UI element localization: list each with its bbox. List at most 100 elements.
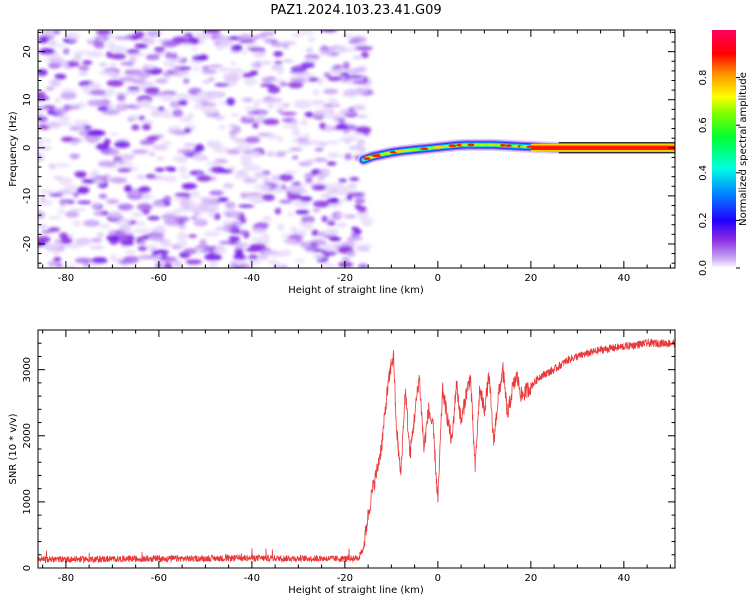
noise-blob (314, 147, 324, 152)
noise-blob (348, 68, 361, 75)
noise-blob (137, 81, 156, 86)
noise-blob (98, 62, 108, 67)
noise-blob (305, 221, 313, 229)
noise-blob (166, 167, 177, 172)
noise-blob (145, 244, 159, 249)
noise-blob (289, 147, 303, 152)
noise-blob (201, 207, 219, 212)
noise-blob (81, 85, 90, 92)
noise-blob (129, 69, 145, 73)
noise-blob (136, 71, 151, 79)
noise-blob (312, 208, 321, 213)
noise-blob (252, 199, 262, 204)
noise-blob (302, 133, 311, 139)
noise-blob (282, 43, 290, 49)
noise-blob (222, 182, 235, 189)
noise-blob (55, 263, 63, 268)
noise-blob (195, 247, 204, 252)
noise-blob (265, 134, 280, 140)
noise-blob (318, 231, 326, 237)
noise-blob (39, 195, 46, 202)
noise-blob (326, 161, 337, 166)
noise-blob (292, 155, 299, 160)
noise-blob (208, 190, 224, 196)
noise-blob (54, 73, 67, 80)
noise-blob (286, 185, 305, 192)
noise-blob (338, 261, 354, 268)
noise-blob (65, 104, 81, 110)
noise-blob (230, 44, 243, 52)
noise-blob (205, 161, 222, 166)
noise-blob (207, 210, 216, 218)
noise-blob (346, 195, 353, 201)
noise-blob (215, 35, 230, 44)
spectrogram-y-label: Frequency (Hz) (8, 111, 19, 187)
noise-blob (177, 148, 195, 154)
noise-blob (110, 61, 117, 70)
noise-blob (163, 262, 173, 268)
noise-blob (180, 201, 194, 206)
noise-blob (64, 184, 78, 191)
noise-blob (38, 91, 46, 97)
noise-blob (253, 99, 261, 107)
noise-blob (192, 66, 201, 72)
noise-blob (124, 184, 133, 193)
noise-blob (324, 140, 341, 145)
noise-blob (117, 217, 132, 225)
noise-blob (233, 254, 247, 261)
noise-blob (292, 132, 302, 137)
noise-blob (128, 114, 139, 121)
noise-blob (295, 209, 310, 215)
x-tick-label: -20 (337, 273, 353, 284)
noise-blob (131, 211, 143, 218)
noise-blob (228, 67, 245, 75)
noise-blob (106, 79, 124, 87)
noise-blob (110, 177, 128, 184)
noise-blob (327, 98, 337, 103)
noise-blob (230, 61, 237, 66)
noise-blob (291, 126, 300, 134)
y-tick-label: 0 (22, 565, 33, 571)
noise-blob (196, 175, 212, 182)
noise-blob (108, 210, 123, 219)
noise-blob (301, 215, 315, 224)
noise-blob (271, 174, 280, 182)
noise-blob (276, 137, 284, 143)
noise-blob (355, 126, 372, 134)
noise-blob (229, 132, 237, 140)
noise-blob (279, 199, 293, 204)
noise-blob (279, 111, 297, 116)
noise-blob (275, 151, 286, 157)
noise-blob (134, 43, 148, 49)
noise-blob (274, 61, 283, 65)
noise-blob (281, 58, 294, 63)
noise-blob (327, 203, 340, 208)
noise-blob (101, 110, 120, 115)
noise-blob (249, 243, 266, 250)
noise-blob (203, 30, 221, 34)
noise-blob (73, 50, 91, 55)
noise-blob (57, 115, 71, 121)
spectrogram-signal (357, 138, 675, 166)
noise-blob (262, 249, 280, 256)
x-tick-label: 20 (524, 573, 537, 584)
noise-blob (84, 134, 101, 143)
noise-blob (195, 217, 204, 224)
noise-blob (274, 207, 282, 215)
noise-blob (199, 238, 207, 247)
noise-blob (348, 107, 355, 113)
noise-blob (201, 66, 210, 70)
signal-peak (505, 144, 512, 148)
noise-blob (175, 92, 190, 101)
noise-blob (351, 132, 364, 137)
noise-blob (305, 159, 315, 164)
noise-blob (321, 263, 336, 267)
noise-blob (241, 263, 251, 268)
noise-blob (176, 232, 189, 241)
noise-blob (304, 111, 314, 118)
noise-blob (309, 140, 321, 145)
noise-blob (38, 224, 48, 229)
noise-blob (297, 140, 313, 146)
noise-blob (277, 223, 285, 231)
